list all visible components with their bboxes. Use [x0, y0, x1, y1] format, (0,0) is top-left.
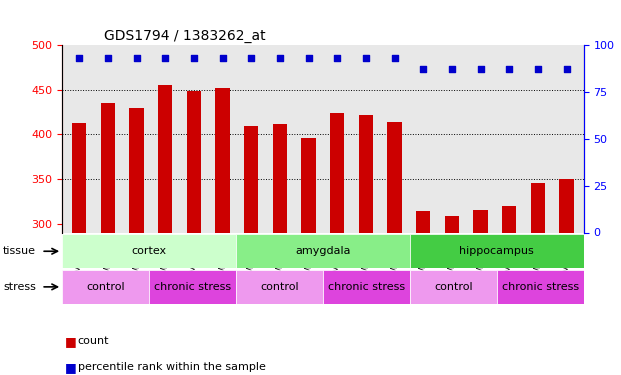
- Bar: [416, 211, 430, 232]
- Point: [447, 66, 457, 72]
- Bar: [301, 138, 315, 232]
- Bar: [62, 270, 149, 304]
- Point: [103, 55, 113, 61]
- Bar: [531, 183, 545, 232]
- Text: hippocampus: hippocampus: [460, 246, 534, 256]
- Bar: [410, 270, 497, 304]
- Point: [75, 55, 84, 61]
- Point: [217, 55, 227, 61]
- Bar: [560, 179, 574, 232]
- Point: [389, 55, 399, 61]
- Point: [419, 66, 428, 72]
- Text: tissue: tissue: [3, 246, 36, 256]
- Bar: [502, 206, 517, 232]
- Text: count: count: [78, 336, 109, 346]
- Text: control: control: [434, 282, 473, 292]
- Bar: [445, 216, 459, 232]
- Bar: [149, 270, 236, 304]
- Bar: [62, 234, 236, 268]
- Point: [247, 55, 256, 61]
- Text: control: control: [86, 282, 125, 292]
- Point: [132, 55, 142, 61]
- Point: [304, 55, 314, 61]
- Text: amygdala: amygdala: [295, 246, 351, 256]
- Bar: [236, 234, 410, 268]
- Bar: [187, 90, 201, 232]
- Point: [476, 66, 486, 72]
- Text: GDS1794 / 1383262_at: GDS1794 / 1383262_at: [104, 28, 265, 43]
- Bar: [129, 108, 144, 232]
- Text: cortex: cortex: [132, 246, 166, 256]
- Bar: [273, 124, 287, 232]
- Point: [332, 55, 342, 61]
- Text: stress: stress: [3, 282, 36, 292]
- Bar: [244, 126, 258, 232]
- Bar: [72, 123, 86, 232]
- Bar: [359, 115, 373, 232]
- Point: [160, 55, 170, 61]
- Text: control: control: [260, 282, 299, 292]
- Text: ■: ■: [65, 361, 77, 374]
- Bar: [236, 270, 323, 304]
- Text: chronic stress: chronic stress: [328, 282, 405, 292]
- Point: [275, 55, 285, 61]
- Text: chronic stress: chronic stress: [154, 282, 231, 292]
- Bar: [101, 103, 115, 232]
- Text: chronic stress: chronic stress: [502, 282, 579, 292]
- Text: percentile rank within the sample: percentile rank within the sample: [78, 363, 266, 372]
- Bar: [323, 270, 410, 304]
- Bar: [330, 113, 345, 232]
- Bar: [473, 210, 487, 232]
- Text: ■: ■: [65, 335, 77, 348]
- Bar: [158, 85, 173, 232]
- Bar: [388, 122, 402, 232]
- Point: [189, 55, 199, 61]
- Point: [361, 55, 371, 61]
- Point: [561, 66, 571, 72]
- Point: [504, 66, 514, 72]
- Bar: [410, 234, 584, 268]
- Point: [533, 66, 543, 72]
- Bar: [215, 88, 230, 232]
- Bar: [497, 270, 584, 304]
